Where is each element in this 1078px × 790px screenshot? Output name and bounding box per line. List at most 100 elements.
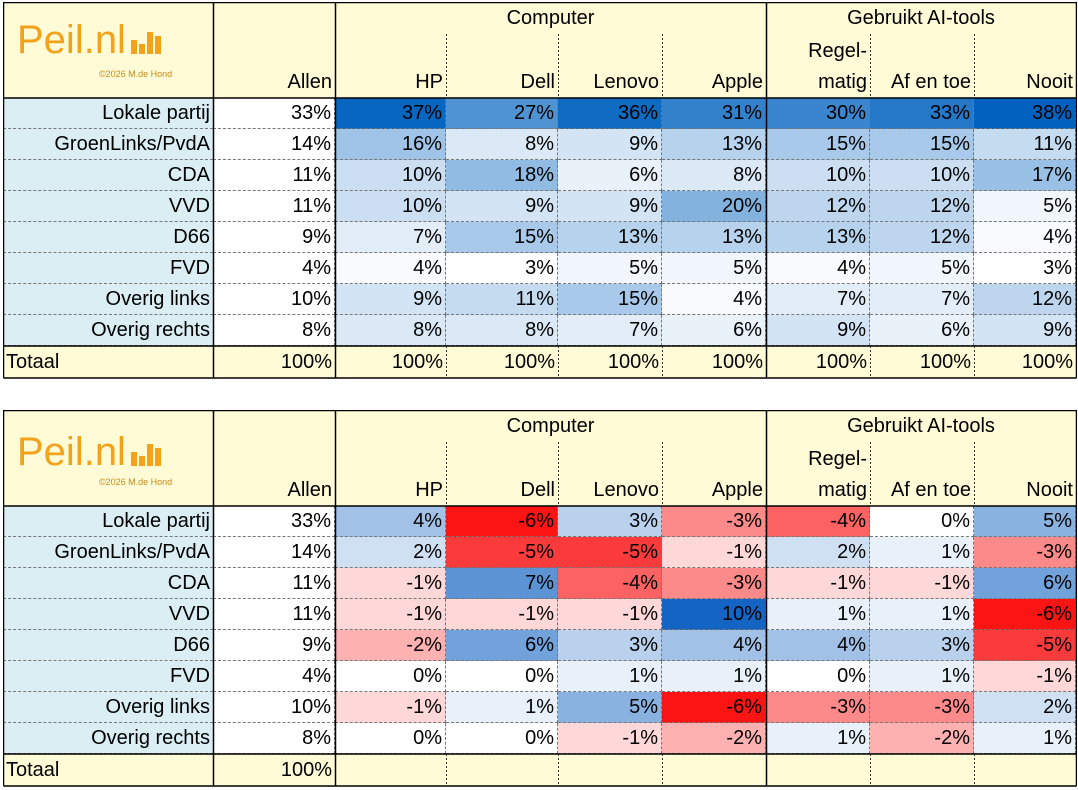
value-cell: 9% bbox=[335, 284, 446, 315]
total-value: 100% bbox=[335, 346, 446, 378]
value-cell: -1% bbox=[766, 568, 870, 599]
total-value: 100% bbox=[446, 346, 558, 378]
table-differences: Peil.nl ©2026 M.de Hond Computer Gebruikt A… bbox=[3, 410, 1077, 787]
total-value: 100% bbox=[766, 346, 870, 378]
value-cell: 12% bbox=[766, 191, 870, 222]
value-cell: 4% bbox=[213, 661, 335, 692]
value-cell: -2% bbox=[662, 723, 766, 754]
value-cell: 2% bbox=[335, 537, 446, 568]
column-header-af-en-toe: Af en toe bbox=[890, 72, 971, 93]
value-cell: 4% bbox=[213, 253, 335, 284]
value-cell: 0% bbox=[446, 723, 558, 754]
value-cell: 11% bbox=[213, 160, 335, 191]
value-cell: 17% bbox=[974, 160, 1076, 191]
value-cell: 13% bbox=[766, 222, 870, 253]
value-cell: 15% bbox=[766, 129, 870, 160]
header-band bbox=[3, 410, 1076, 506]
logo-copyright: ©2026 M.de Hond bbox=[99, 477, 173, 487]
value-cell: -3% bbox=[870, 692, 974, 723]
value-cell: 5% bbox=[558, 253, 662, 284]
column-header-regelmatig-top: Regel- bbox=[808, 449, 867, 470]
header-band bbox=[3, 2, 1076, 98]
column-header-apple: Apple bbox=[711, 480, 763, 501]
total-value bbox=[766, 754, 870, 786]
value-cell: 1% bbox=[446, 692, 558, 723]
row-label: Lokale partij bbox=[3, 506, 213, 537]
value-cell: -1% bbox=[870, 568, 974, 599]
value-cell: 27% bbox=[446, 98, 558, 129]
column-header-apple: Apple bbox=[711, 72, 763, 93]
row-label: Overig links bbox=[3, 284, 213, 315]
value-cell: 4% bbox=[662, 284, 766, 315]
value-cell: 1% bbox=[766, 599, 870, 630]
value-cell: 0% bbox=[766, 661, 870, 692]
total-value bbox=[335, 754, 446, 786]
value-cell: -1% bbox=[335, 599, 446, 630]
value-cell: 8% bbox=[446, 315, 558, 346]
group-ai-tools: Gebruikt AI-tools bbox=[847, 8, 995, 29]
value-cell: 1% bbox=[766, 723, 870, 754]
value-cell: -3% bbox=[766, 692, 870, 723]
value-cell: -1% bbox=[558, 723, 662, 754]
value-cell: 37% bbox=[335, 98, 446, 129]
row-label: GroenLinks/PvdA bbox=[3, 129, 213, 160]
value-cell: 36% bbox=[558, 98, 662, 129]
peil-logo: Peil.nl bbox=[17, 20, 163, 60]
value-cell: 13% bbox=[558, 222, 662, 253]
value-cell: -5% bbox=[446, 537, 558, 568]
total-value: 100% bbox=[870, 346, 974, 378]
value-cell: 0% bbox=[446, 661, 558, 692]
total-value: 100% bbox=[213, 754, 335, 786]
logo-text: Peil.nl bbox=[17, 430, 126, 474]
value-cell: 1% bbox=[870, 599, 974, 630]
value-cell: 0% bbox=[335, 661, 446, 692]
value-cell: 9% bbox=[558, 129, 662, 160]
value-cell: 8% bbox=[213, 315, 335, 346]
logo-bars-icon bbox=[130, 32, 163, 54]
value-cell: 20% bbox=[662, 191, 766, 222]
total-value: 100% bbox=[662, 346, 766, 378]
value-cell: 12% bbox=[870, 222, 974, 253]
logo-bars-icon bbox=[130, 444, 163, 466]
value-cell: 33% bbox=[213, 98, 335, 129]
value-cell: 33% bbox=[213, 506, 335, 537]
value-cell: 11% bbox=[213, 599, 335, 630]
value-cell: 10% bbox=[335, 160, 446, 191]
value-cell: 18% bbox=[446, 160, 558, 191]
value-cell: 12% bbox=[870, 191, 974, 222]
value-cell: -3% bbox=[662, 506, 766, 537]
value-cell: 0% bbox=[870, 506, 974, 537]
value-cell: 7% bbox=[335, 222, 446, 253]
total-value: 100% bbox=[974, 346, 1076, 378]
value-cell: 10% bbox=[213, 284, 335, 315]
value-cell: 6% bbox=[662, 315, 766, 346]
value-cell: -1% bbox=[335, 692, 446, 723]
column-header-regelmatig-bottom: matig bbox=[818, 480, 867, 501]
table-percentages: Peil.nl ©2026 M.de Hond Computer Gebruikt A… bbox=[3, 2, 1077, 379]
value-cell: 9% bbox=[213, 630, 335, 661]
value-cell: -5% bbox=[974, 630, 1076, 661]
value-cell: -1% bbox=[335, 568, 446, 599]
value-cell: -1% bbox=[974, 661, 1076, 692]
value-cell: 0% bbox=[335, 723, 446, 754]
row-label: CDA bbox=[3, 160, 213, 191]
value-cell: 15% bbox=[558, 284, 662, 315]
column-header-allen: Allen bbox=[287, 480, 332, 501]
value-cell: -1% bbox=[446, 599, 558, 630]
value-cell: 15% bbox=[870, 129, 974, 160]
group-ai-tools: Gebruikt AI-tools bbox=[847, 416, 995, 437]
column-header-lenovo: Lenovo bbox=[593, 72, 659, 93]
total-value: 100% bbox=[558, 346, 662, 378]
group-computer: Computer bbox=[506, 416, 595, 437]
peil-logo: Peil.nl bbox=[17, 432, 163, 472]
value-cell: 3% bbox=[558, 630, 662, 661]
value-cell: -1% bbox=[558, 599, 662, 630]
total-value bbox=[974, 754, 1076, 786]
column-header-regelmatig-bottom: matig bbox=[818, 72, 867, 93]
value-cell: 8% bbox=[446, 129, 558, 160]
value-cell: 8% bbox=[662, 160, 766, 191]
total-label: Totaal bbox=[3, 346, 213, 378]
row-label: FVD bbox=[3, 661, 213, 692]
value-cell: 2% bbox=[974, 692, 1076, 723]
value-cell: 7% bbox=[446, 568, 558, 599]
